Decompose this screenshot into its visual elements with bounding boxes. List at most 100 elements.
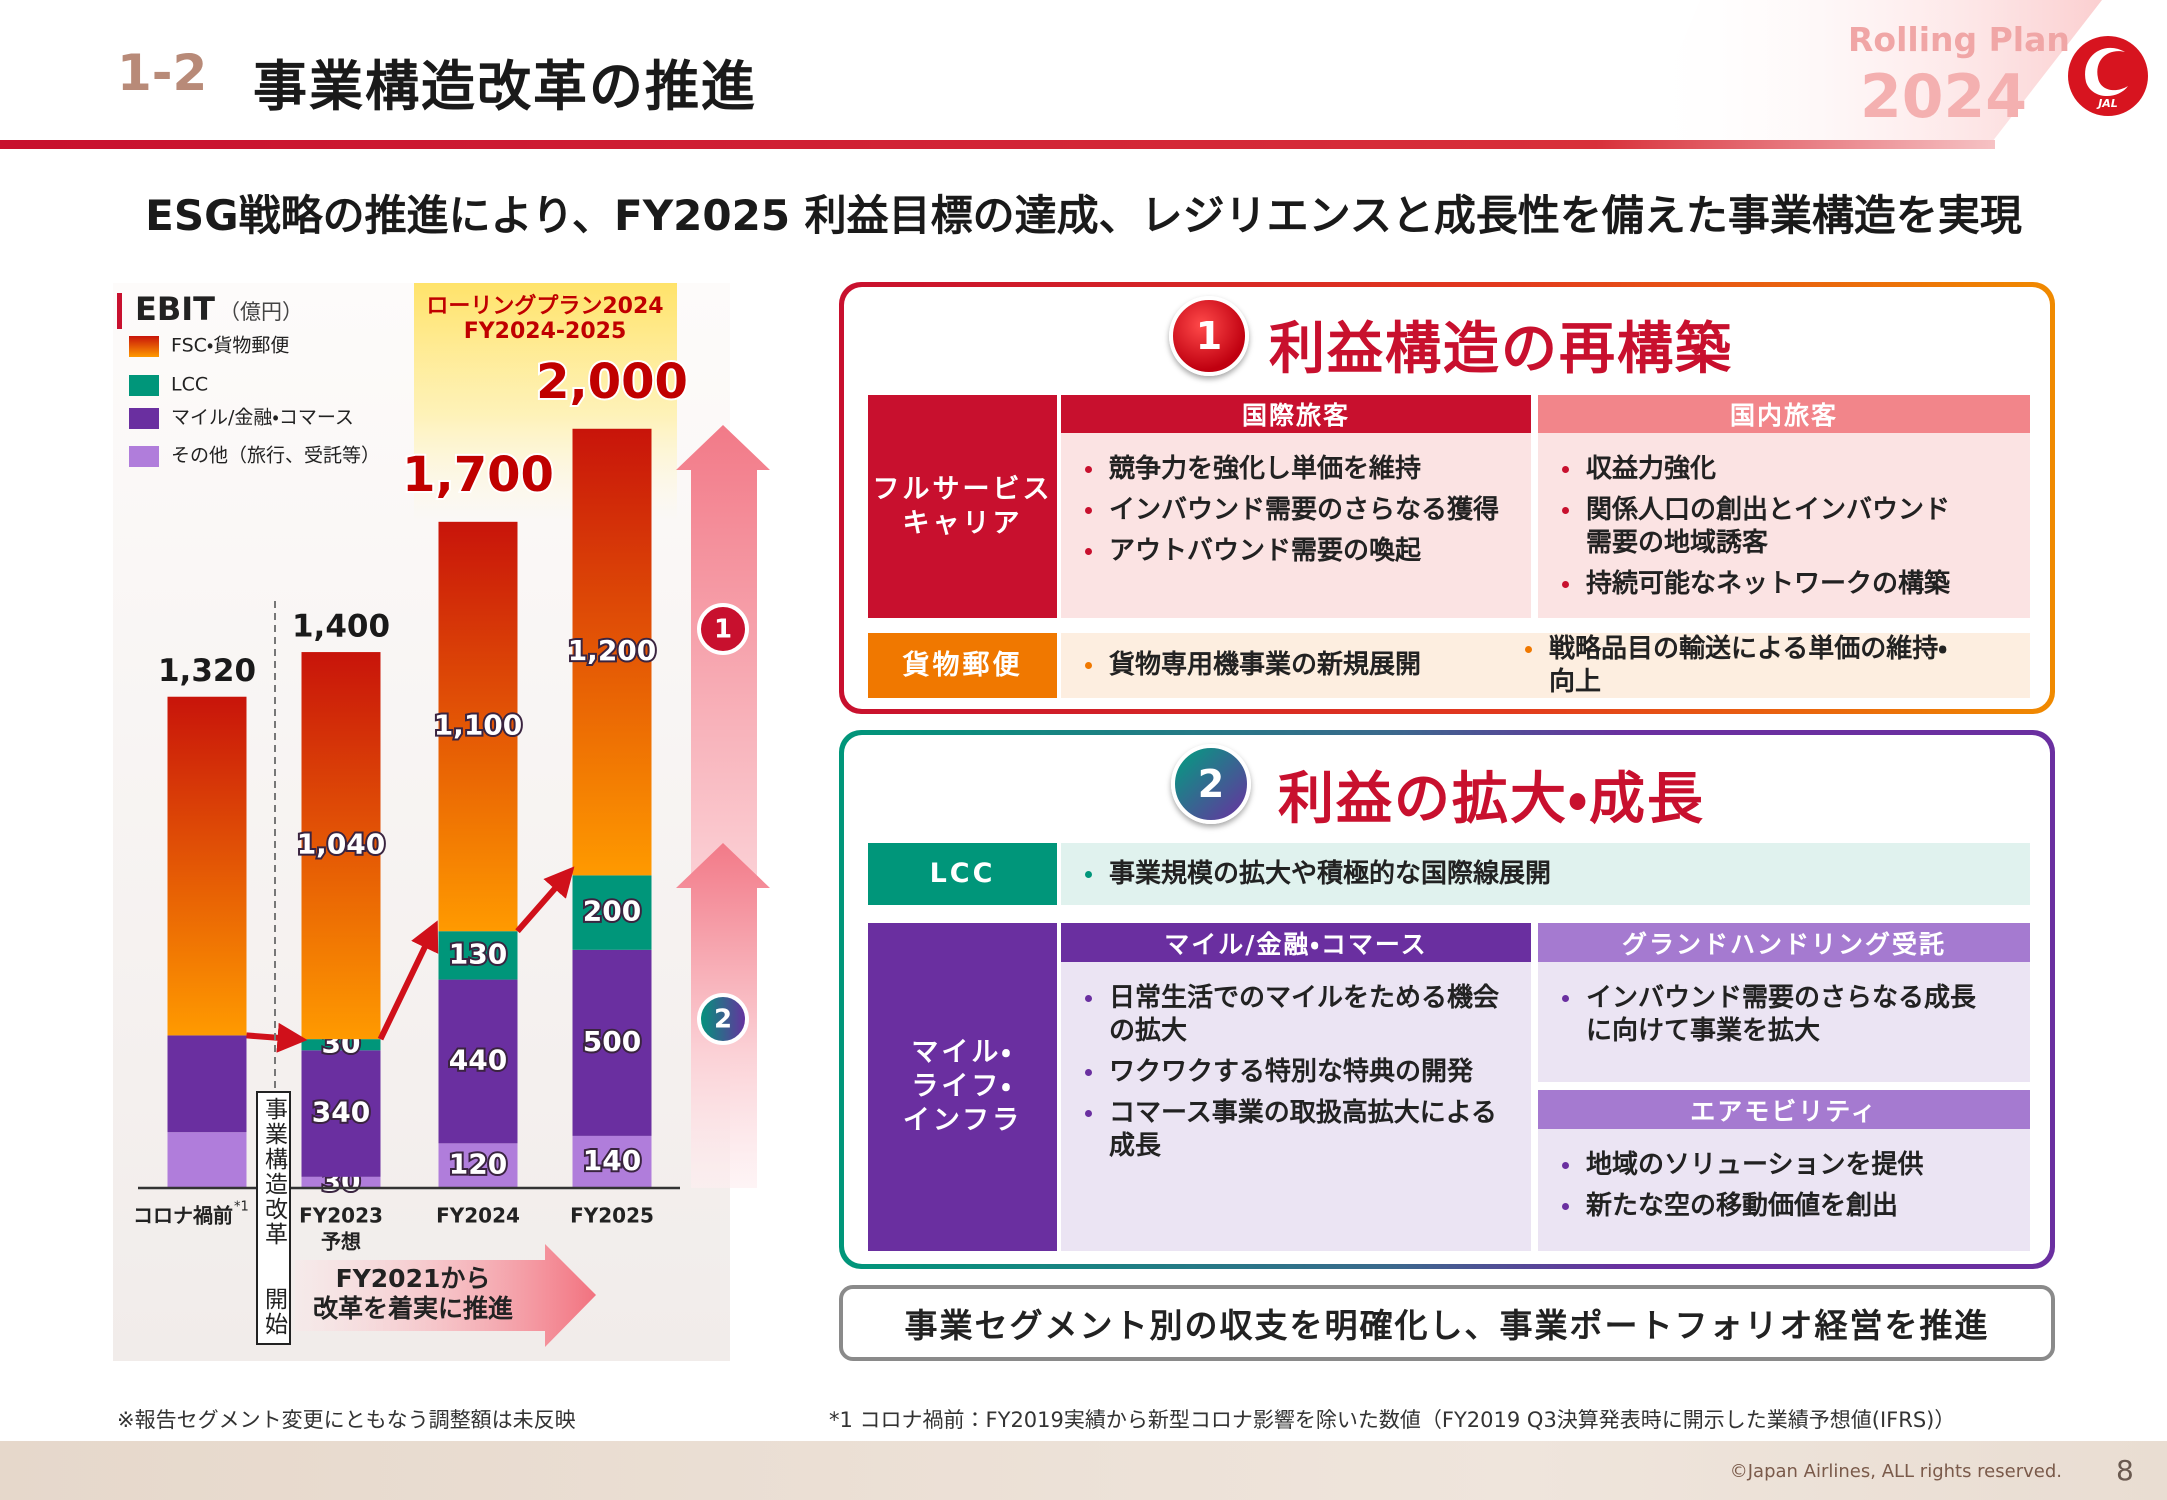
segment-label: 200 [583,895,641,928]
logo-circle [2068,36,2148,116]
bar-segment [438,521,518,932]
legend-label: FSC・貨物郵便 [171,335,289,357]
column-content: 地域のソリューションを提供 新たな空の移動価値を創出 [1538,1129,2030,1251]
bullet-dot [1085,507,1092,514]
segment-label: 1,200 [568,634,657,667]
bar-segment [572,875,652,950]
bullet-text: 収益力強化 [1586,454,1717,484]
legend-label: LCC [171,374,208,396]
bullet-dot [1085,995,1092,1002]
column-header: エアモビリティ [1538,1090,2030,1129]
bar-segment [572,428,652,876]
panel-title: 利益構造の再構築 [1269,317,1733,382]
row-label: フルサービス キャリア [868,395,1057,618]
total-label: 1,400 [292,609,390,645]
column-content: インバウンド需要のさらなる成長に向けて事業を拡大 [1538,962,2030,1082]
trend-arrow [246,1022,308,1053]
marker-circle [697,993,749,1045]
row-label: LCC [868,843,1057,905]
footnote: ※報告セグメント変更にともなう調整額は未反映 [117,1408,576,1432]
segment-label: 140 [583,1144,641,1177]
category-note: 予想 [321,1230,361,1254]
row-label-line: キャリア [902,507,1023,539]
highlight-title: ローリングプラン2024 [426,293,663,319]
footnote: *1 コロナ禍前：FY2019実績から新型コロナ影響を除いた数値（FY2019 … [829,1408,1956,1432]
trend-arrow [377,920,439,1041]
bullet-item: 持続可能なネットワークの構築 [1556,568,1966,601]
bullet-text: インバウンド需要のさらなる獲得 [1109,495,1500,525]
bar-segment [301,1039,381,1051]
segment-label: 130 [449,937,507,970]
x-tick-label: FY2025 [570,1204,654,1228]
bullet-text: 関係人口の創出とインバウンド需要の地域誘客 [1586,495,1951,558]
legend-swatch [129,336,159,357]
progress-label: FY2021から [336,1264,491,1293]
x-tick-label: FY2023 [299,1204,383,1228]
bullet-item: 地域のソリューションを提供 [1556,1149,1986,1182]
column-header: マイル/金融・コマース [1061,923,1531,962]
segment-label: 120 [449,1148,507,1181]
segment-label: 340 [312,1096,370,1129]
row-label: マイル・ ライフ・ インフラ [868,923,1057,1251]
row-label-line: LCC [929,858,996,889]
total-label: 1,700 [402,447,554,503]
bar-segment [438,931,518,980]
legend-accent [117,293,122,329]
trend-arrow [515,866,575,934]
bullet-text: 事業規模の拡大や積極的な国際線展開 [1109,858,1552,889]
column-header: 国際旅客 [1061,395,1531,433]
progress-label: 改革を着実に推進 [313,1294,513,1323]
milestone-box [256,1091,291,1345]
bar-segment [167,1132,247,1188]
header-rule [0,140,1995,149]
milestone-label: 事業構造改革 [261,1097,289,1247]
logo-crane [2085,47,2128,97]
bar-segment [167,696,247,1036]
bullet-item: 関係人口の創出とインバウンド需要の地域誘客 [1556,494,1966,560]
segment-label: 440 [449,1043,507,1076]
bullet-item: 事業規模の拡大や積極的な国際線展開 [1079,858,2009,891]
bullet-item: インバウンド需要のさらなる成長に向けて事業を拡大 [1556,982,1986,1048]
plan-label: Rolling Plan [1848,20,2070,59]
bullet-dot [1562,1162,1569,1169]
total-label: 2,000 [536,354,688,410]
legend-title: EBIT [135,290,215,328]
bullet-item: 収益力強化 [1556,453,1966,486]
column-header: グランドハンドリング受託 [1538,923,2030,962]
bullet-dot [1085,466,1092,473]
bullet-dot [1562,507,1569,514]
bullet-item: アウトバウンド需要の喚起 [1079,535,1519,568]
legend-swatch [129,375,159,396]
highlight-period: FY2024-2025 [464,319,627,344]
marker-label: 1 [714,615,732,645]
bullet-item: インバウンド需要のさらなる獲得 [1079,494,1519,527]
logo-text: JAL [2096,97,2118,110]
bullet-dot [1562,995,1569,1002]
segment-label: 1,100 [434,709,523,742]
bullet-dot [1562,1203,1569,1210]
bullet-dot [1085,870,1092,878]
bar-segment [572,1135,652,1188]
legend-swatch [129,446,159,467]
bullet-item: コマース事業の取扱高拡大による成長 [1079,1097,1519,1163]
bullet-dot [1085,1110,1092,1117]
row-label-line: 貨物郵便 [902,649,1023,681]
column-content: 日常生活でのマイルをためる機会の拡大 ワクワクする特別な特典の開発 コマース事業の取… [1061,962,1531,1251]
bullet-dot [1085,548,1092,555]
bar-segment [438,1143,518,1188]
bar-segment [438,979,518,1144]
bullet-text: コマース事業の取扱高拡大による成長 [1109,1098,1497,1161]
segment-label: 500 [583,1025,641,1058]
bullet-dot [1562,466,1569,473]
row-label-line: インフラ [902,1105,1023,1136]
legend-unit: （億円） [219,300,303,324]
page-title: 事業構造改革の推進 [253,55,757,118]
bar-segment [301,1176,381,1188]
bar-segment [301,652,381,1040]
bullet-text: 貨物専用機事業の新規展開 [1109,650,1422,680]
x-tick-label: コロナ禍前 [133,1204,233,1228]
panel-number: 1 [1169,296,1249,376]
bar-segment [572,949,652,1136]
plan-year: 2024 [1860,62,2027,132]
